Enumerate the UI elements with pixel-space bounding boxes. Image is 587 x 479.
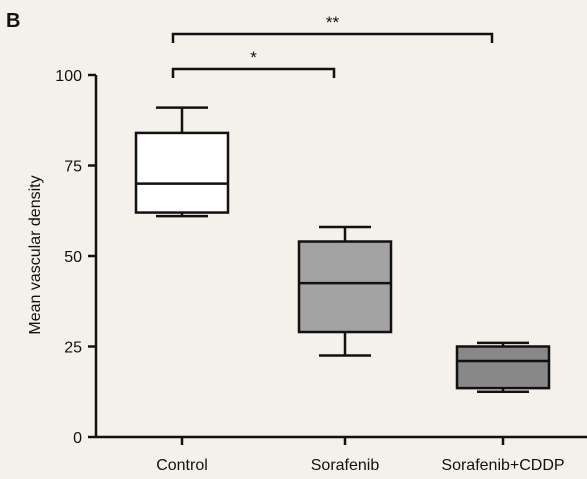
y-tick-label: 25 xyxy=(64,340,82,357)
y-tick-label: 50 xyxy=(64,249,82,266)
box-1 xyxy=(134,106,230,218)
box-iqr xyxy=(297,240,393,334)
box-iqr xyxy=(455,345,551,390)
y-tick-label: 100 xyxy=(55,68,82,85)
box-3 xyxy=(455,341,551,393)
y-tick-label: 75 xyxy=(64,159,82,176)
axis-ticks: 0 25 50 75 100 Control Sorafenib Sorafenib+CDDP xyxy=(55,68,564,474)
significance-marker: ** xyxy=(326,13,340,32)
y-axis-label: Mean vascular density xyxy=(27,175,44,334)
x-category-label: Control xyxy=(156,457,208,474)
box-series xyxy=(134,106,551,393)
significance-bracket xyxy=(171,67,336,78)
significance-brackets: *** xyxy=(171,13,494,78)
y-tick-label: 0 xyxy=(73,430,82,447)
significance-bracket xyxy=(171,32,494,43)
box-iqr xyxy=(134,131,230,214)
x-category-label: Sorafenib xyxy=(311,457,380,474)
panel-label: B xyxy=(6,10,20,32)
box-2 xyxy=(297,225,393,357)
significance-marker: * xyxy=(250,48,257,67)
x-category-label: Sorafenib+CDDP xyxy=(441,457,564,474)
